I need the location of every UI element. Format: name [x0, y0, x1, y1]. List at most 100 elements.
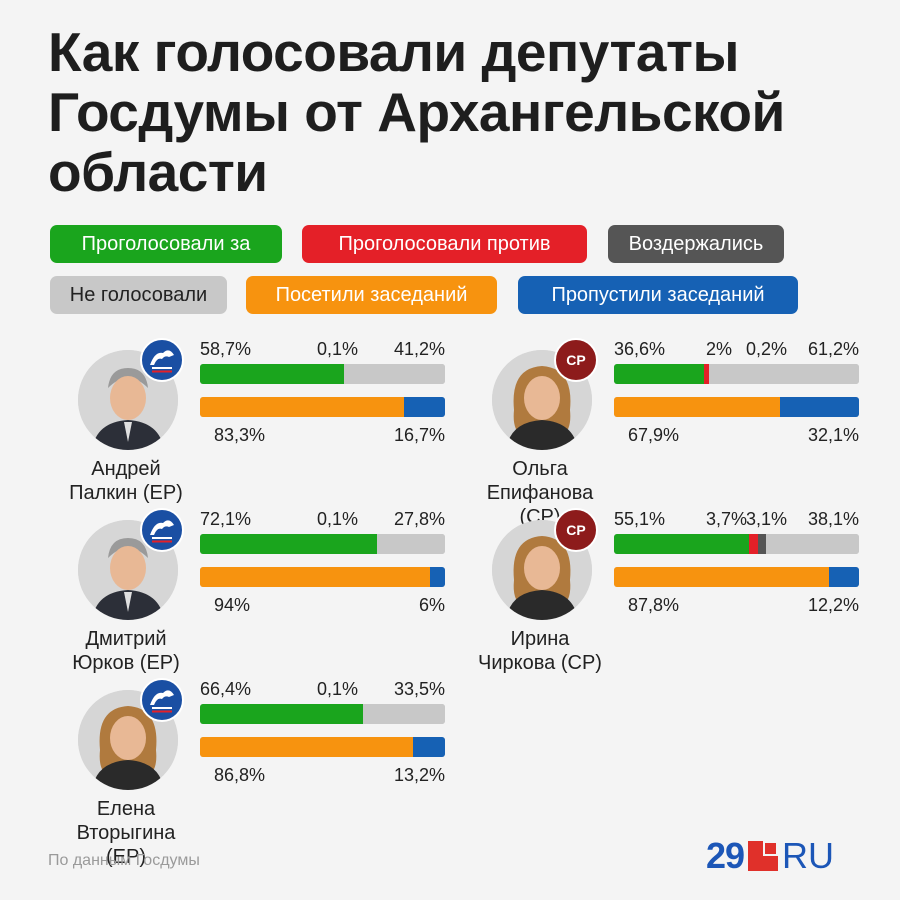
deputy-name: Дмитрий Юрков (ЕР) — [56, 627, 196, 675]
attendance-segment-attended — [614, 397, 781, 417]
attendance-labels: 86,8% 13,2% — [200, 764, 445, 786]
attendance-label-attended: 67,9% — [628, 425, 680, 445]
attendance-bar — [614, 567, 859, 587]
just-russia-logo: CP — [554, 508, 598, 552]
votes-labels: 66,4% 0,1% 33,5% — [200, 678, 445, 700]
deputy-name-line-2: Юрков (ЕР) — [72, 652, 180, 674]
attendance-label-missed: 6% — [418, 595, 445, 615]
deputy-name-line-1: Дмитрий — [85, 628, 167, 650]
attendance-label-missed: 16,7% — [393, 425, 445, 445]
attendance-labels: 83,3% 16,7% — [200, 424, 445, 446]
attendance-label-missed: 13,2% — [393, 765, 445, 785]
votes-bar — [614, 534, 859, 554]
deputy-card: Дмитрий Юрков (ЕР) 72,1% 0,1% 27,8% 94% 6% — [72, 508, 478, 680]
votes-bar — [614, 364, 859, 384]
votes-label-abstained: 0,2% — [746, 339, 788, 359]
votes-labels: 55,1% 3,7% 3,1% 38,1% — [614, 508, 859, 530]
attendance-segment-missed — [412, 737, 445, 757]
legend-abstained: Воздержались — [608, 225, 784, 263]
votes-label-not-voted: 33,5% — [393, 679, 445, 699]
votes-label-against: 0,1% — [317, 509, 359, 529]
svg-text:CP: CP — [566, 522, 585, 538]
attendance-label-attended: 87,8% — [628, 595, 680, 615]
votes-label-against: 2% — [706, 339, 733, 359]
title-line-1: Как голосовали депутаты — [48, 21, 739, 83]
title-line-2: Госдумы от Архангельской — [48, 81, 785, 143]
legend-against: Проголосовали против — [302, 225, 587, 263]
united-russia-logo — [140, 678, 184, 722]
votes-label-for: 66,4% — [200, 679, 252, 699]
page-title: Как голосовали депутаты Госдумы от Архан… — [48, 22, 878, 202]
deputy-name-line-2: Вторыгина (ЕР) — [76, 822, 176, 868]
votes-label-not-voted: 61,2% — [807, 339, 859, 359]
votes-segment-for — [614, 534, 749, 554]
votes-bar — [200, 534, 445, 554]
just-russia-logo: CP — [554, 338, 598, 382]
deputy-card: CP Ольга Епифанова (СР) 36,6% 2% 0,2% 61,2% 67,… — [487, 338, 892, 528]
title-line-3: области — [48, 141, 268, 203]
votes-segment-against — [748, 534, 759, 554]
votes-segment-not-voted — [362, 704, 445, 724]
attendance-segment-attended — [200, 737, 413, 757]
votes-label-for: 55,1% — [614, 509, 666, 529]
deputy-card: Андрей Палкин (ЕР) 58,7% 0,1% 41,2% 83,3% 16,7… — [69, 338, 478, 510]
deputy-name: Андрей Палкин (ЕР) — [56, 457, 196, 505]
deputy-name: Елена Вторыгина (ЕР) — [56, 797, 196, 869]
votes-segment-for — [200, 704, 363, 724]
votes-label-not-voted: 41,2% — [393, 339, 445, 359]
votes-segment-for — [614, 364, 704, 384]
votes-label-for: 58,7% — [200, 339, 252, 359]
attendance-labels: 67,9% 32,1% — [614, 424, 859, 446]
legend-not-voted: Не голосовали — [50, 276, 227, 314]
logo-domain: RU — [782, 835, 835, 876]
deputy-name-line-1: Андрей — [91, 458, 161, 480]
votes-labels: 36,6% 2% 0,2% 61,2% — [614, 338, 859, 360]
attendance-segment-missed — [829, 567, 859, 587]
votes-bar — [200, 364, 445, 384]
attendance-segment-missed — [404, 397, 445, 417]
attendance-bar — [200, 567, 445, 587]
attendance-label-attended: 94% — [214, 595, 251, 615]
votes-segment-against — [703, 364, 709, 384]
votes-label-against: 0,1% — [317, 679, 359, 699]
attendance-label-attended: 83,3% — [214, 425, 266, 445]
votes-segment-not-voted — [709, 364, 859, 384]
logo-number: 29 — [706, 835, 745, 876]
legend-attended: Посетили заседаний — [246, 276, 497, 314]
votes-label-abstained: 3,1% — [746, 509, 788, 529]
votes-labels: 58,7% 0,1% 41,2% — [200, 338, 445, 360]
united-russia-logo — [140, 338, 184, 382]
29ru-logo: 29 RU — [706, 835, 835, 876]
deputy-photo — [492, 520, 592, 620]
attendance-segment-attended — [200, 397, 405, 417]
votes-segment-not-voted — [376, 534, 445, 554]
attendance-label-attended: 86,8% — [214, 765, 266, 785]
deputy-name-line-2: Палкин (ЕР) — [69, 482, 183, 504]
source-note: По данным Госдумы — [48, 852, 200, 869]
votes-label-for: 72,1% — [200, 509, 252, 529]
votes-label-for: 36,6% — [614, 339, 666, 359]
votes-label-against: 3,7% — [706, 509, 748, 529]
deputy-name-line-1: Ольга — [512, 458, 568, 480]
attendance-bar — [200, 737, 445, 757]
votes-label-not-voted: 38,1% — [807, 509, 859, 529]
deputy-card: CP Ирина Чиркова (СР) 55,1% 3,7% 3,1% 38,1% 87,… — [478, 508, 892, 680]
united-russia-logo — [140, 508, 184, 552]
legend-missed: Пропустили заседаний — [518, 276, 798, 314]
deputy-card: Елена Вторыгина (ЕР) 66,4% 0,1% 33,5% 86,8% 13… — [77, 678, 478, 868]
svg-text:CP: CP — [566, 352, 585, 368]
deputy-name-line-1: Елена — [96, 798, 156, 820]
votes-segment-for — [200, 364, 344, 384]
legend-for: Проголосовали за — [50, 225, 282, 263]
votes-segment-not-voted — [765, 534, 859, 554]
deputy-name-line-1: Ирина — [510, 628, 570, 650]
attendance-segment-missed — [430, 567, 445, 587]
votes-segment-for — [200, 534, 377, 554]
deputy-name-line-2: Чиркова (СР) — [478, 652, 602, 674]
votes-label-not-voted: 27,8% — [393, 509, 445, 529]
votes-label-against: 0,1% — [317, 339, 359, 359]
attendance-bar — [200, 397, 445, 417]
votes-bar — [200, 704, 445, 724]
attendance-label-missed: 12,2% — [807, 595, 859, 615]
deputy-name: Ирина Чиркова (СР) — [470, 627, 610, 675]
